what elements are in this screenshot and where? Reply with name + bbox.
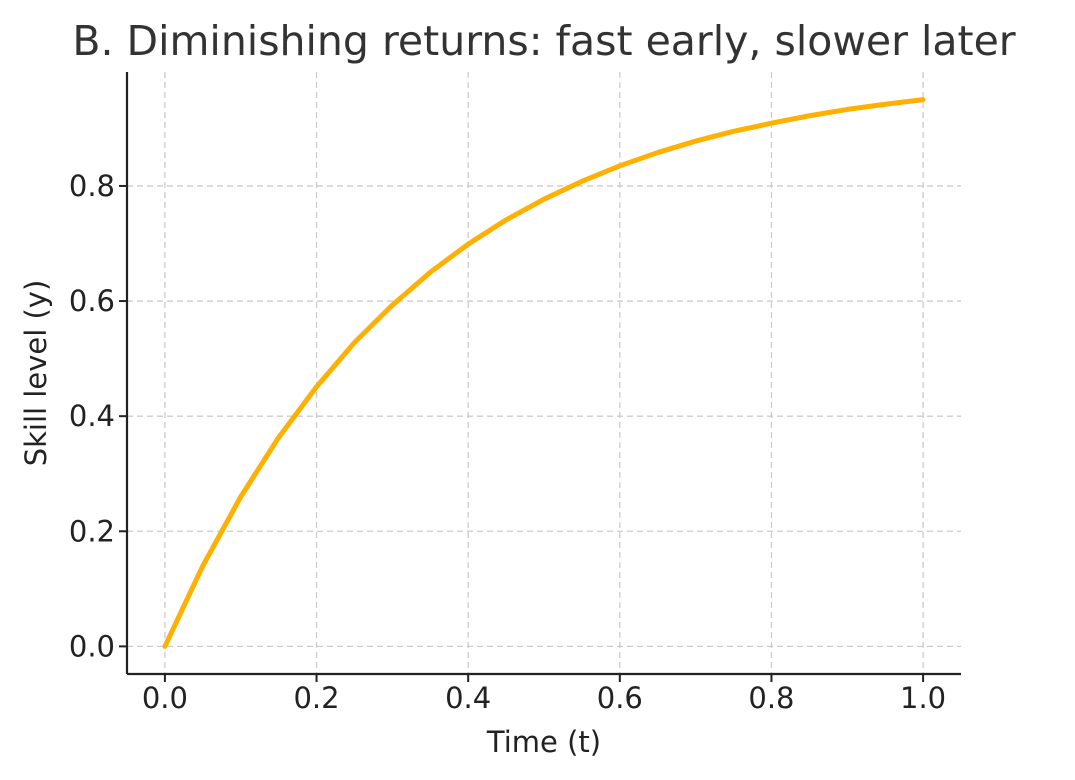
x-tick-label: 0.8 xyxy=(748,681,794,715)
y-tick-label: 0.6 xyxy=(69,284,115,318)
x-grid xyxy=(164,72,924,674)
x-axis-label: Time (t) xyxy=(486,725,601,759)
y-ticks: 0.0 0.2 0.4 0.6 0.8 xyxy=(69,169,127,663)
x-tick-label: 0.6 xyxy=(597,681,643,715)
y-tick-label: 0.0 xyxy=(69,629,115,663)
axes xyxy=(125,72,961,676)
grid xyxy=(127,72,961,674)
y-tick-label: 0.8 xyxy=(69,169,115,203)
chart-title: B. Diminishing returns: fast early, slow… xyxy=(72,17,1015,65)
x-tick-label: 0.0 xyxy=(142,681,188,715)
y-tick-label: 0.2 xyxy=(69,514,115,548)
x-tick-label: 1.0 xyxy=(900,681,946,715)
series-line xyxy=(162,97,926,649)
y-axis-label: Skill level (y) xyxy=(19,280,53,467)
x-tick-label: 0.4 xyxy=(445,681,491,715)
plot-lines xyxy=(162,97,926,649)
x-ticks: 0.0 0.2 0.4 0.6 0.8 1.0 xyxy=(142,674,946,715)
y-grid xyxy=(127,185,961,648)
x-tick-label: 0.2 xyxy=(293,681,339,715)
y-tick-label: 0.4 xyxy=(69,399,115,433)
